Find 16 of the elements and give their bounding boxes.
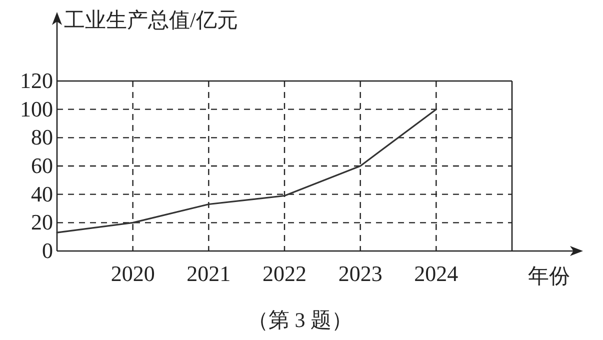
y-tick-label: 0 — [42, 238, 53, 263]
y-tick-label: 120 — [20, 68, 53, 93]
y-tick-label: 60 — [31, 153, 53, 178]
x-tick-label: 2021 — [186, 261, 231, 286]
x-axis-title: 年份 — [528, 264, 570, 288]
y-axis-title: 工业生产总值/亿元 — [64, 8, 238, 32]
x-tick-label: 2024 — [414, 261, 458, 286]
x-tick-label: 2022 — [262, 261, 306, 286]
x-tick-label: 2023 — [338, 261, 382, 286]
x-tick-label: 2020 — [110, 261, 155, 286]
y-tick-label: 100 — [20, 96, 53, 122]
y-tick-label: 40 — [31, 181, 53, 206]
y-tick-label: 20 — [31, 210, 53, 235]
text: （第 3 题） — [248, 308, 352, 332]
line-series — [56, 108, 437, 234]
y-tick-label: 80 — [31, 124, 53, 150]
